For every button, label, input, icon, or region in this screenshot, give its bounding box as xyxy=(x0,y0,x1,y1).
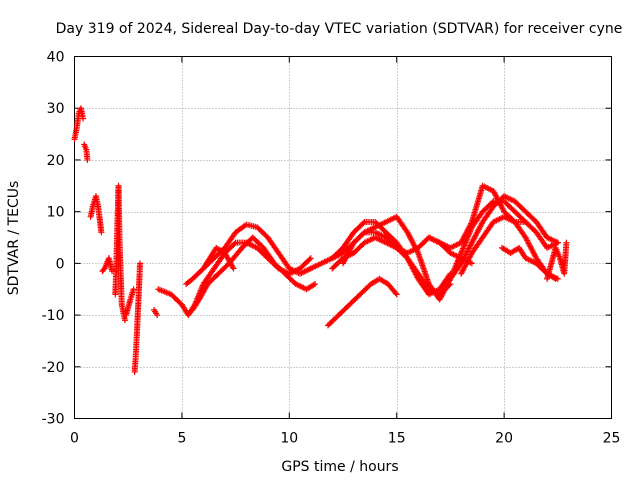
x-tick-label: 0 xyxy=(70,431,79,447)
data-point xyxy=(446,282,453,289)
data-point xyxy=(231,240,238,247)
y-tick-label: 20 xyxy=(47,153,65,169)
series-late-1 xyxy=(425,182,561,251)
data-point xyxy=(98,229,105,236)
series-early-6 xyxy=(123,286,137,319)
plot-frame xyxy=(74,56,612,419)
x-tick-label: 10 xyxy=(280,431,298,447)
x-tick-label: 5 xyxy=(177,431,186,447)
series-mid-3 xyxy=(340,198,529,303)
y-axis-label: SDTVAR / TECUs xyxy=(6,181,22,296)
series-early-8 xyxy=(150,306,161,319)
series-arc-c xyxy=(189,234,319,313)
data-point xyxy=(392,290,399,297)
data-point xyxy=(393,291,400,298)
series-early-2 xyxy=(81,141,91,163)
y-tick-label: 40 xyxy=(47,50,65,66)
series-low-arc xyxy=(324,275,400,329)
series-early-1 xyxy=(71,105,87,143)
series-end xyxy=(544,239,570,282)
data-point xyxy=(468,260,475,267)
y-tick-label: 0 xyxy=(56,256,65,272)
data-point xyxy=(312,281,319,288)
data-point xyxy=(230,265,237,272)
data-point xyxy=(137,260,144,267)
series-early-7 xyxy=(131,260,144,375)
data-point xyxy=(554,239,561,246)
chart-title: Day 319 of 2024, Sidereal Day-to-day VTE… xyxy=(56,21,623,37)
y-tick-label: -20 xyxy=(42,360,65,376)
data-point xyxy=(307,255,314,262)
data-marks xyxy=(71,105,570,375)
y-tick-label: -30 xyxy=(42,412,65,428)
series-arc-d xyxy=(200,244,237,272)
y-tick-label: 10 xyxy=(47,205,65,221)
series-late-3 xyxy=(458,213,561,282)
x-tick-label: 15 xyxy=(388,431,406,447)
x-axis-label: GPS time / hours xyxy=(281,459,398,475)
series-early-5 xyxy=(112,182,128,324)
y-tick-label: 30 xyxy=(47,101,65,117)
data-point xyxy=(552,275,559,282)
axis-ticks: 0 5 10 15 20 25 -30 -20 -10 0 10 20 30 40 xyxy=(42,50,621,447)
data-point xyxy=(154,312,161,319)
data-point xyxy=(100,266,107,273)
x-tick-label: 25 xyxy=(603,431,621,447)
data-point xyxy=(80,115,87,122)
data-point xyxy=(121,317,128,324)
y-tick-label: -10 xyxy=(42,308,65,324)
series-early-3 xyxy=(87,193,105,236)
series-early-4 xyxy=(99,255,116,275)
data-point xyxy=(130,286,137,293)
data-point xyxy=(84,156,91,163)
data-point xyxy=(447,281,454,288)
x-tick-label: 20 xyxy=(495,431,513,447)
series-mid-4 xyxy=(329,234,454,298)
data-point xyxy=(563,239,570,246)
grid xyxy=(74,56,612,419)
series-late-2 xyxy=(447,193,561,282)
data-point xyxy=(306,256,313,263)
data-point xyxy=(360,220,367,227)
